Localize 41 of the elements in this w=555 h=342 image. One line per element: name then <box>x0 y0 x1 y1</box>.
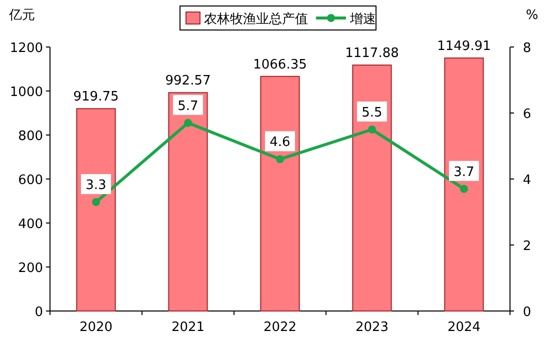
data-label: 3.3 <box>86 178 106 194</box>
y-tick-label: 0 <box>34 305 43 320</box>
data-label: 992.57 <box>165 74 211 89</box>
data-label: 1066.35 <box>253 57 307 72</box>
y2-tick-label: 0 <box>522 305 532 320</box>
data-label: 4.6 <box>270 135 290 150</box>
y2-tick-label: 6 <box>522 107 532 122</box>
x-tick-label: 2022 <box>263 320 297 335</box>
y-tick-label: 200 <box>18 261 43 276</box>
bar <box>168 92 208 312</box>
point <box>368 126 376 134</box>
y2-tick-label: 8 <box>522 41 532 56</box>
bar <box>260 76 300 312</box>
data-label: 1117.88 <box>345 46 399 62</box>
bar <box>76 108 116 312</box>
data-label: 5.7 <box>178 98 198 114</box>
y-tick-label: 1200 <box>10 41 43 56</box>
x-tick-label: 2023 <box>355 320 389 335</box>
x-tick-label: 2021 <box>171 320 205 335</box>
data-label: 1149.91 <box>437 39 491 54</box>
y2-tick-label: 2 <box>522 239 532 254</box>
y-axis-title: 亿元 <box>8 8 35 23</box>
point <box>92 198 100 206</box>
y-tick-label: 1000 <box>10 85 43 100</box>
y2-tick-label: 4 <box>522 173 532 188</box>
point <box>276 155 284 164</box>
y-tick-label: 600 <box>18 173 43 188</box>
data-label: 3.7 <box>454 164 474 180</box>
legend-label: 农林牧渔业总产值 <box>204 12 308 27</box>
data-label: 919.75 <box>73 90 119 105</box>
y-tick-label: 400 <box>18 217 43 232</box>
point <box>460 184 468 193</box>
x-tick-label: 2024 <box>447 320 481 335</box>
x-tick-label: 2020 <box>79 320 113 335</box>
y-tick-label: 800 <box>18 129 43 144</box>
bar <box>444 58 484 312</box>
legend-label: 增速 <box>349 12 376 27</box>
data-label: 5.5 <box>362 106 382 120</box>
y2-axis-title: % <box>526 8 538 23</box>
bar <box>352 64 392 312</box>
point <box>184 118 192 127</box>
